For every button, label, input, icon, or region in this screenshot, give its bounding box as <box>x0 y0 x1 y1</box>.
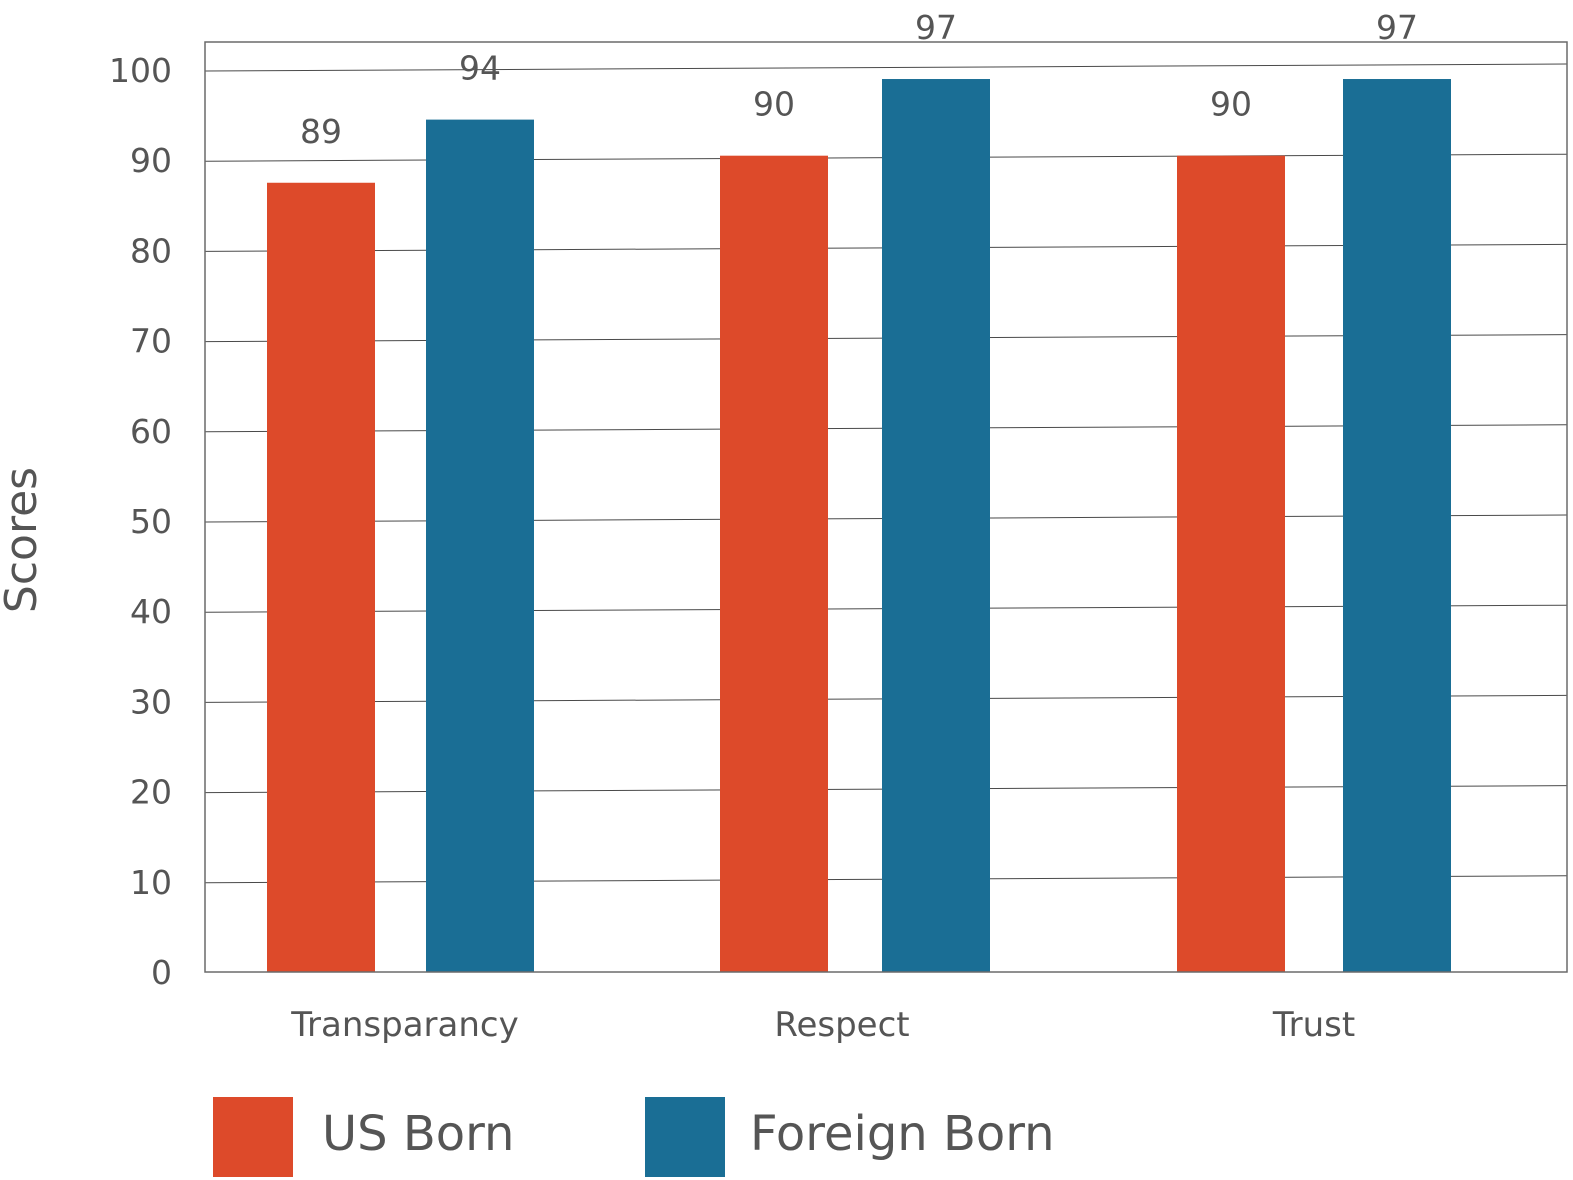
y-tick-label: 100 <box>109 51 172 90</box>
legend-swatch <box>213 1097 293 1177</box>
plot-frame <box>204 41 1568 973</box>
data-label: 97 <box>915 8 957 47</box>
y-axis-title: Scores <box>0 467 47 613</box>
y-tick-label: 50 <box>130 502 172 541</box>
data-label: 90 <box>1210 85 1252 124</box>
data-label: 94 <box>459 49 501 88</box>
y-tick-label: 0 <box>151 953 172 992</box>
y-tick-label: 20 <box>130 773 172 812</box>
y-tick-label: 80 <box>130 231 172 270</box>
data-labels: 89 90 90 94 97 97 <box>300 8 1418 151</box>
y-tick-label: 90 <box>130 141 172 180</box>
x-tick-label: Trust <box>1272 1005 1355 1045</box>
bar-us-born-trust <box>1177 155 1285 972</box>
gridline-100 <box>204 63 1568 72</box>
data-label: 89 <box>300 112 342 151</box>
y-tick-label: 10 <box>130 863 172 902</box>
legend: US Born Foreign Born <box>213 1097 1055 1177</box>
data-label: 97 <box>1376 8 1418 47</box>
bar-foreign-born-transparancy <box>426 119 534 973</box>
data-label: 90 <box>753 85 795 124</box>
bar-foreign-born-respect <box>882 79 990 972</box>
x-tick-label: Respect <box>774 1005 909 1045</box>
legend-label: US Born <box>322 1106 514 1162</box>
x-tick-labels: Transparancy Respect Trust <box>290 1005 1355 1045</box>
y-tick-label: 60 <box>130 412 172 451</box>
bars <box>267 79 1451 973</box>
bar-foreign-born-trust <box>1343 79 1451 972</box>
legend-swatch <box>645 1097 725 1177</box>
bar-us-born-transparancy <box>267 182 375 972</box>
legend-label: Foreign Born <box>750 1106 1055 1162</box>
x-tick-label: Transparancy <box>290 1005 518 1045</box>
y-tick-labels: 0 10 20 30 40 50 60 70 80 90 100 <box>109 51 172 992</box>
bar-us-born-respect <box>720 155 828 972</box>
y-tick-label: 30 <box>130 682 172 721</box>
y-tick-label: 40 <box>130 592 172 631</box>
y-tick-label: 70 <box>130 322 172 361</box>
